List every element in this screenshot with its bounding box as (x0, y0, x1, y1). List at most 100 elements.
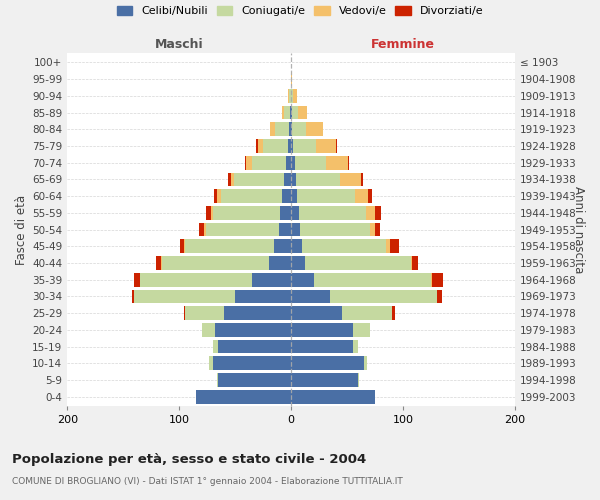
Bar (293, 89, 297, 102)
Bar (132, 290, 134, 304)
Bar (213, 206, 280, 220)
Bar (353, 323, 370, 337)
Bar (340, 172, 361, 186)
Bar (140, 273, 252, 286)
Bar (204, 223, 206, 236)
Bar (218, 340, 291, 353)
Bar (291, 240, 302, 253)
Bar (375, 206, 381, 220)
Bar (355, 190, 368, 203)
Bar (389, 240, 398, 253)
Bar (247, 156, 252, 170)
Bar (263, 139, 288, 153)
Bar (296, 172, 340, 186)
Bar (214, 190, 217, 203)
Bar (392, 306, 395, 320)
Bar (289, 122, 291, 136)
Bar (288, 139, 291, 153)
Bar (291, 356, 364, 370)
Bar (291, 106, 292, 120)
Bar (291, 172, 296, 186)
Bar (209, 356, 213, 370)
Bar (275, 122, 289, 136)
Bar (206, 206, 211, 220)
Bar (156, 256, 161, 270)
Bar (291, 139, 293, 153)
Bar (437, 290, 442, 304)
Text: Femmine: Femmine (371, 38, 435, 51)
Bar (252, 156, 286, 170)
Bar (231, 172, 234, 186)
Bar (364, 356, 367, 370)
Bar (299, 206, 366, 220)
Bar (412, 256, 418, 270)
Bar (215, 323, 291, 337)
Bar (314, 273, 431, 286)
Bar (257, 139, 263, 153)
Text: Popolazione per età, sesso e stato civile - 2004: Popolazione per età, sesso e stato civil… (12, 452, 366, 466)
Bar (221, 190, 282, 203)
Bar (291, 72, 292, 86)
Bar (375, 223, 380, 236)
Bar (291, 340, 353, 353)
Bar (245, 156, 247, 170)
Bar (289, 89, 291, 102)
Bar (252, 273, 291, 286)
Y-axis label: Anni di nascita: Anni di nascita (572, 186, 585, 274)
Bar (196, 390, 291, 404)
Bar (218, 373, 291, 387)
Bar (302, 240, 386, 253)
Bar (366, 206, 375, 220)
Bar (291, 223, 300, 236)
Bar (184, 306, 185, 320)
Bar (291, 323, 353, 337)
Bar (185, 306, 224, 320)
Text: Maschi: Maschi (155, 38, 203, 51)
Bar (432, 273, 443, 286)
Bar (270, 122, 275, 136)
Bar (279, 223, 291, 236)
Bar (370, 223, 375, 236)
Bar (297, 190, 355, 203)
Bar (280, 206, 291, 220)
Bar (298, 106, 307, 120)
Bar (295, 156, 326, 170)
Text: COMUNE DI BROGLIANO (VI) - Dati ISTAT 1° gennaio 2004 - Elaborazione TUTTITALIA.: COMUNE DI BROGLIANO (VI) - Dati ISTAT 1°… (12, 478, 403, 486)
Bar (217, 373, 218, 387)
Bar (291, 156, 295, 170)
Bar (431, 273, 432, 286)
Bar (274, 240, 291, 253)
Bar (286, 156, 291, 170)
Bar (291, 273, 314, 286)
Bar (211, 206, 213, 220)
Bar (234, 172, 284, 186)
Bar (411, 256, 412, 270)
Bar (282, 106, 284, 120)
Bar (161, 256, 163, 270)
Bar (305, 256, 411, 270)
Bar (217, 190, 221, 203)
Bar (291, 373, 358, 387)
Bar (134, 273, 140, 286)
Bar (292, 122, 306, 136)
Bar (206, 223, 279, 236)
Bar (358, 373, 359, 387)
Bar (291, 306, 341, 320)
Bar (291, 390, 375, 404)
Bar (134, 290, 235, 304)
Bar (291, 206, 299, 220)
Bar (202, 323, 215, 337)
Bar (353, 340, 358, 353)
Bar (293, 139, 316, 153)
Bar (316, 139, 336, 153)
Bar (291, 89, 293, 102)
Bar (269, 256, 291, 270)
Bar (181, 240, 184, 253)
Bar (306, 122, 323, 136)
Bar (291, 256, 305, 270)
Bar (336, 139, 337, 153)
Bar (199, 223, 204, 236)
Bar (229, 172, 231, 186)
Bar (284, 106, 290, 120)
Bar (185, 240, 274, 253)
